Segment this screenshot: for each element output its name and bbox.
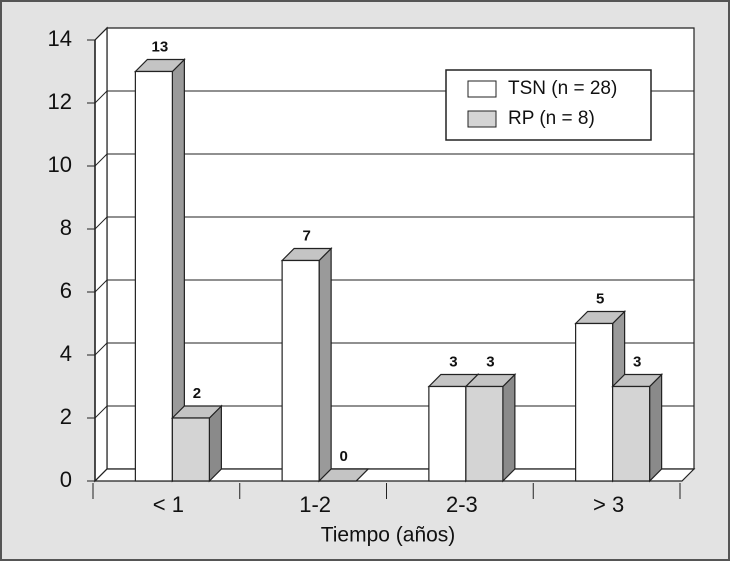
grid-line	[94, 468, 108, 482]
legend-swatch	[467, 80, 497, 98]
y-tick-label: 12	[48, 89, 72, 114]
value-label: 7	[302, 227, 310, 244]
grid-line	[94, 153, 108, 167]
y-tick-label: 8	[60, 215, 72, 240]
value-label: 3	[486, 353, 494, 370]
bar	[171, 417, 210, 482]
x-tick-label: 1-2	[299, 492, 331, 517]
y-tick-label: 14	[48, 26, 72, 51]
value-label: 3	[449, 353, 457, 370]
y-tick-label: 4	[60, 341, 72, 366]
grid-line	[94, 216, 108, 230]
y-tick-label: 2	[60, 404, 72, 429]
bar-side	[502, 373, 516, 483]
legend-label: TSN (n = 28)	[508, 78, 617, 99]
grid-line	[94, 405, 108, 419]
value-label: 2	[193, 385, 201, 402]
bar	[575, 322, 614, 482]
legend-swatch	[467, 110, 497, 128]
bar-side	[649, 373, 663, 483]
bar	[134, 70, 173, 482]
x-tick-label: > 3	[593, 492, 624, 517]
grid-line	[94, 279, 108, 293]
value-label: 13	[152, 38, 169, 55]
bar-side	[318, 247, 332, 483]
grid-line	[94, 90, 108, 104]
bar-top	[317, 468, 370, 482]
bar-side	[208, 404, 222, 483]
side-wall	[94, 26, 108, 483]
bar	[465, 385, 504, 482]
y-tick-label: 6	[60, 278, 72, 303]
legend-label: RP (n = 8)	[508, 108, 595, 129]
x-axis-title: Tiempo (años)	[321, 524, 456, 547]
x-tick-label: 2-3	[446, 492, 478, 517]
value-label: 0	[339, 448, 347, 465]
bar	[281, 259, 320, 482]
bar	[612, 385, 651, 482]
value-label: 5	[596, 290, 604, 307]
y-tick-label: 10	[48, 152, 72, 177]
value-label: 3	[633, 353, 641, 370]
y-tick-label: 0	[60, 467, 72, 492]
x-tick-label: < 1	[153, 492, 184, 517]
grid-line	[94, 27, 108, 41]
grid-line	[94, 342, 108, 356]
bar	[428, 385, 467, 482]
